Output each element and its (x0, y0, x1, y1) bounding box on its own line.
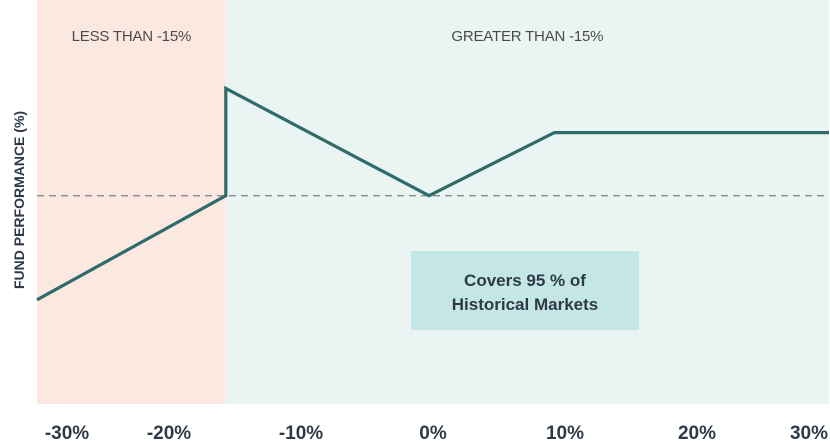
region-labels: LESS THAN -15% GREATER THAN -15% (72, 28, 604, 45)
series-lines (36, 85, 829, 302)
region-label-1: GREATER THAN -15% (451, 28, 603, 45)
series-line-0 (36, 85, 829, 302)
region-0 (37, 0, 226, 404)
x-tick-label: -20% (147, 423, 191, 441)
x-tick-labels: -30% -20% -10% 0% 10% 20% 30% (45, 423, 828, 441)
callout-line-1: Covers 95 % of (464, 271, 586, 290)
region-backgrounds (37, 0, 829, 404)
x-tick-label: 20% (678, 423, 716, 441)
x-tick-label: -10% (279, 423, 323, 441)
region-label-0: LESS THAN -15% (72, 28, 191, 45)
y-axis-label: FUND PERFORMANCE (%) (11, 111, 27, 289)
x-tick-label: 10% (546, 423, 584, 441)
callout-background (411, 251, 639, 330)
callout-box: Covers 95 % of Historical Markets (411, 251, 639, 330)
x-tick-label: 30% (790, 423, 828, 441)
x-tick-label: -30% (45, 423, 89, 441)
callout-line-2: Historical Markets (452, 295, 598, 314)
region-1 (225, 0, 829, 404)
x-tick-label: 0% (419, 423, 447, 441)
